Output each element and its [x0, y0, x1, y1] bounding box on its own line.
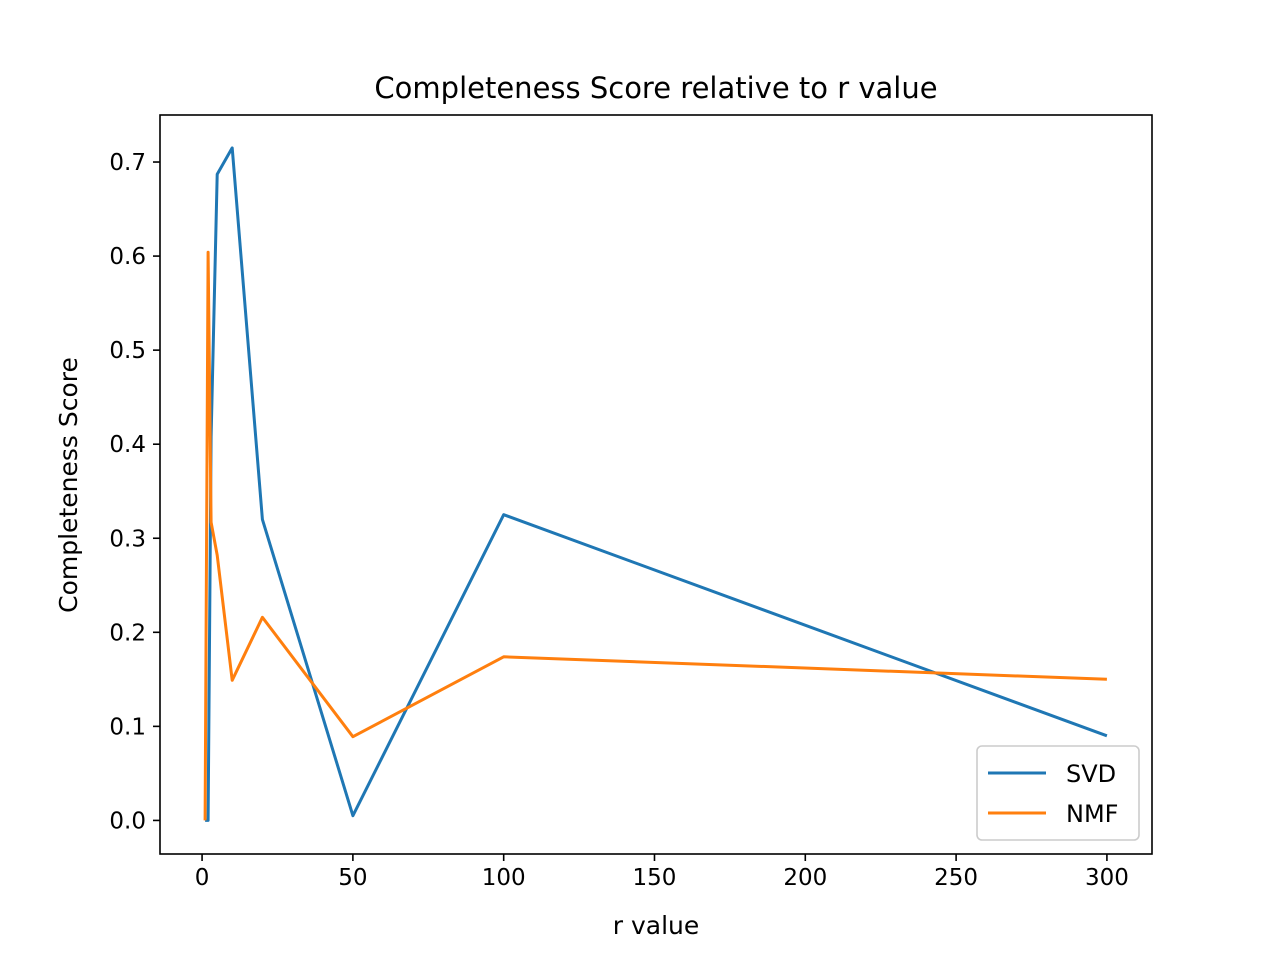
y-tick-label: 0.6 — [109, 244, 146, 270]
y-axis-label: Completeness Score — [54, 357, 83, 613]
y-tick-label: 0.7 — [109, 150, 146, 176]
x-tick-label: 300 — [1085, 865, 1129, 891]
series-line-nmf — [203, 250, 1107, 821]
y-tick-label: 0.2 — [109, 620, 146, 646]
y-tick-label: 0.1 — [109, 714, 146, 740]
y-tick-label: 0.3 — [109, 526, 146, 552]
x-tick-label: 200 — [783, 865, 827, 891]
x-tick-label: 0 — [195, 865, 210, 891]
chart-title: Completeness Score relative to r value — [374, 71, 937, 105]
y-tick-label: 0.4 — [109, 432, 146, 458]
y-tick-label: 0.0 — [109, 808, 146, 834]
legend-label-svd: SVD — [1066, 760, 1116, 788]
legend: SVD NMF — [976, 745, 1140, 841]
x-tick-label: 250 — [934, 865, 978, 891]
y-axis: 0.0 0.1 0.2 0.3 0.4 0.5 0.6 0.7 — [109, 150, 160, 834]
plot-area — [203, 146, 1108, 822]
series-line-svd — [205, 146, 1108, 822]
x-axis-label: r value — [613, 911, 700, 940]
legend-box — [976, 745, 1140, 841]
y-tick-label: 0.5 — [109, 338, 146, 364]
x-tick-label: 150 — [633, 865, 677, 891]
x-tick-label: 100 — [482, 865, 526, 891]
axes-frame — [159, 114, 1153, 855]
x-tick-label: 50 — [338, 865, 367, 891]
x-axis: 0 50 100 150 200 250 300 — [195, 854, 1129, 891]
legend-label-nmf: NMF — [1066, 800, 1118, 828]
